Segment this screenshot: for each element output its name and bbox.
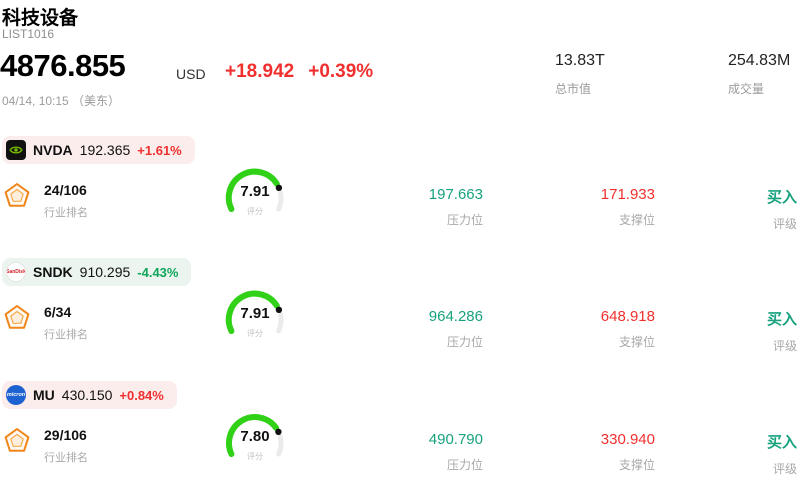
ticker-pill[interactable]: NVDA 192.365 +1.61% [2,136,195,164]
score-gauge: 7.91 评分 [213,288,297,350]
support-label: 支撑位 [618,335,655,349]
volume-value: 254.83M [728,52,791,69]
rating-column: 买入 评级 [700,308,797,354]
ticker-symbol: NVDA [33,142,73,158]
industry-rank-label: 行业排名 [44,207,88,219]
list-id: LIST1016 [2,27,55,41]
resistance-label: 压力位 [446,335,483,349]
stock-card-sndk[interactable]: SanDisk SNDK 910.295 -4.43% 6/34 行业排名 7.… [0,258,800,370]
score-label: 评分 [247,452,263,461]
industry-rank: 6/34 行业排名 [44,304,88,342]
resistance-column: 490.790 压力位 [360,431,483,473]
score-gauge: 7.91 评分 [213,166,297,228]
resistance-label: 压力位 [446,458,483,472]
ticker-change: -4.43% [137,264,179,280]
rating-label: 评级 [772,462,797,476]
stock-card-mu[interactable]: micron MU 430.150 +0.84% 29/106 行业排名 7.8… [0,381,800,493]
support-value: 648.918 [600,308,655,325]
ticker-symbol: SNDK [33,264,73,280]
score-gauge-arc [213,288,297,355]
rating-column: 买入 评级 [700,431,797,477]
support-value: 330.940 [600,431,655,448]
rating-column: 买入 评级 [700,186,797,232]
score-label: 评分 [247,207,263,216]
industry-rank-value: 29/106 [44,427,87,443]
industry-rank-icon [2,302,32,332]
industry-rank: 29/106 行业排名 [44,427,88,465]
change-percent: +0.39% [308,61,374,82]
industry-rank-icon [2,180,32,210]
support-column: 330.940 支撑位 [532,431,655,473]
ticker-pill[interactable]: micron MU 430.150 +0.84% [2,381,177,409]
sandisk-logo-icon: SanDisk [6,262,26,282]
ticker-price: 910.295 [79,264,131,280]
rating-value: 买入 [766,311,797,328]
industry-rank-value: 6/34 [44,304,72,320]
support-column: 171.933 支撑位 [532,186,655,228]
nvda-logo-icon [6,140,26,160]
market-cap-label: 总市值 [555,82,592,96]
ticker-price: 192.365 [79,142,131,158]
ticker-price: 430.150 [61,387,113,403]
market-cap-value: 13.83T [555,52,605,69]
quote-timestamp: 04/14, 10:15 （美东） [2,94,121,108]
resistance-value: 964.286 [428,308,483,325]
change-amount: +18.942 [225,61,295,82]
stock-card-nvda[interactable]: NVDA 192.365 +1.61% 24/106 行业排名 7.91 评分 … [0,136,800,248]
resistance-column: 197.663 压力位 [360,186,483,228]
industry-rank-icon [2,425,32,455]
score-value: 7.91 [240,305,270,322]
resistance-value: 490.790 [428,431,483,448]
rating-label: 评级 [772,339,797,353]
rating-value: 买入 [766,189,797,206]
support-label: 支撑位 [618,458,655,472]
score-gauge-arc [213,166,297,233]
index-price: 4876.855 [0,48,126,83]
page-title: 科技设备 [2,8,79,29]
score-value: 7.80 [240,428,270,445]
resistance-label: 压力位 [446,213,483,227]
volume-stat: 254.83M 成交量 [728,52,790,97]
score-gauge: 7.80 评分 [213,411,297,473]
industry-rank: 24/106 行业排名 [44,182,88,220]
resistance-column: 964.286 压力位 [360,308,483,350]
ticker-change: +0.84% [119,387,164,403]
support-value: 171.933 [600,186,655,203]
ticker-pill[interactable]: SanDisk SNDK 910.295 -4.43% [2,258,192,286]
index-change: +18.942 +0.39% [225,61,373,83]
ticker-symbol: MU [33,387,55,403]
industry-rank-value: 24/106 [44,182,87,198]
rating-label: 评级 [772,217,797,231]
industry-rank-label: 行业排名 [44,329,88,341]
score-value: 7.91 [240,183,270,200]
volume-label: 成交量 [728,82,765,96]
industry-rank-label: 行业排名 [44,452,88,464]
micron-logo-icon: micron [6,385,26,405]
score-gauge-arc [213,411,297,478]
resistance-value: 197.663 [428,186,483,203]
ticker-change: +1.61% [137,142,182,158]
score-label: 评分 [247,329,263,338]
currency-label: USD [176,66,206,82]
rating-value: 买入 [766,434,797,451]
market-cap-stat: 13.83T 总市值 [555,52,605,97]
support-column: 648.918 支撑位 [532,308,655,350]
support-label: 支撑位 [618,213,655,227]
